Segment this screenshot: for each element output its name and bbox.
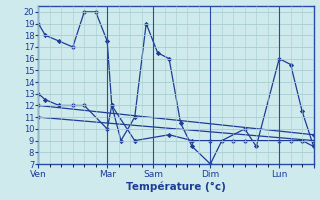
X-axis label: Température (°c): Température (°c) [126,181,226,192]
